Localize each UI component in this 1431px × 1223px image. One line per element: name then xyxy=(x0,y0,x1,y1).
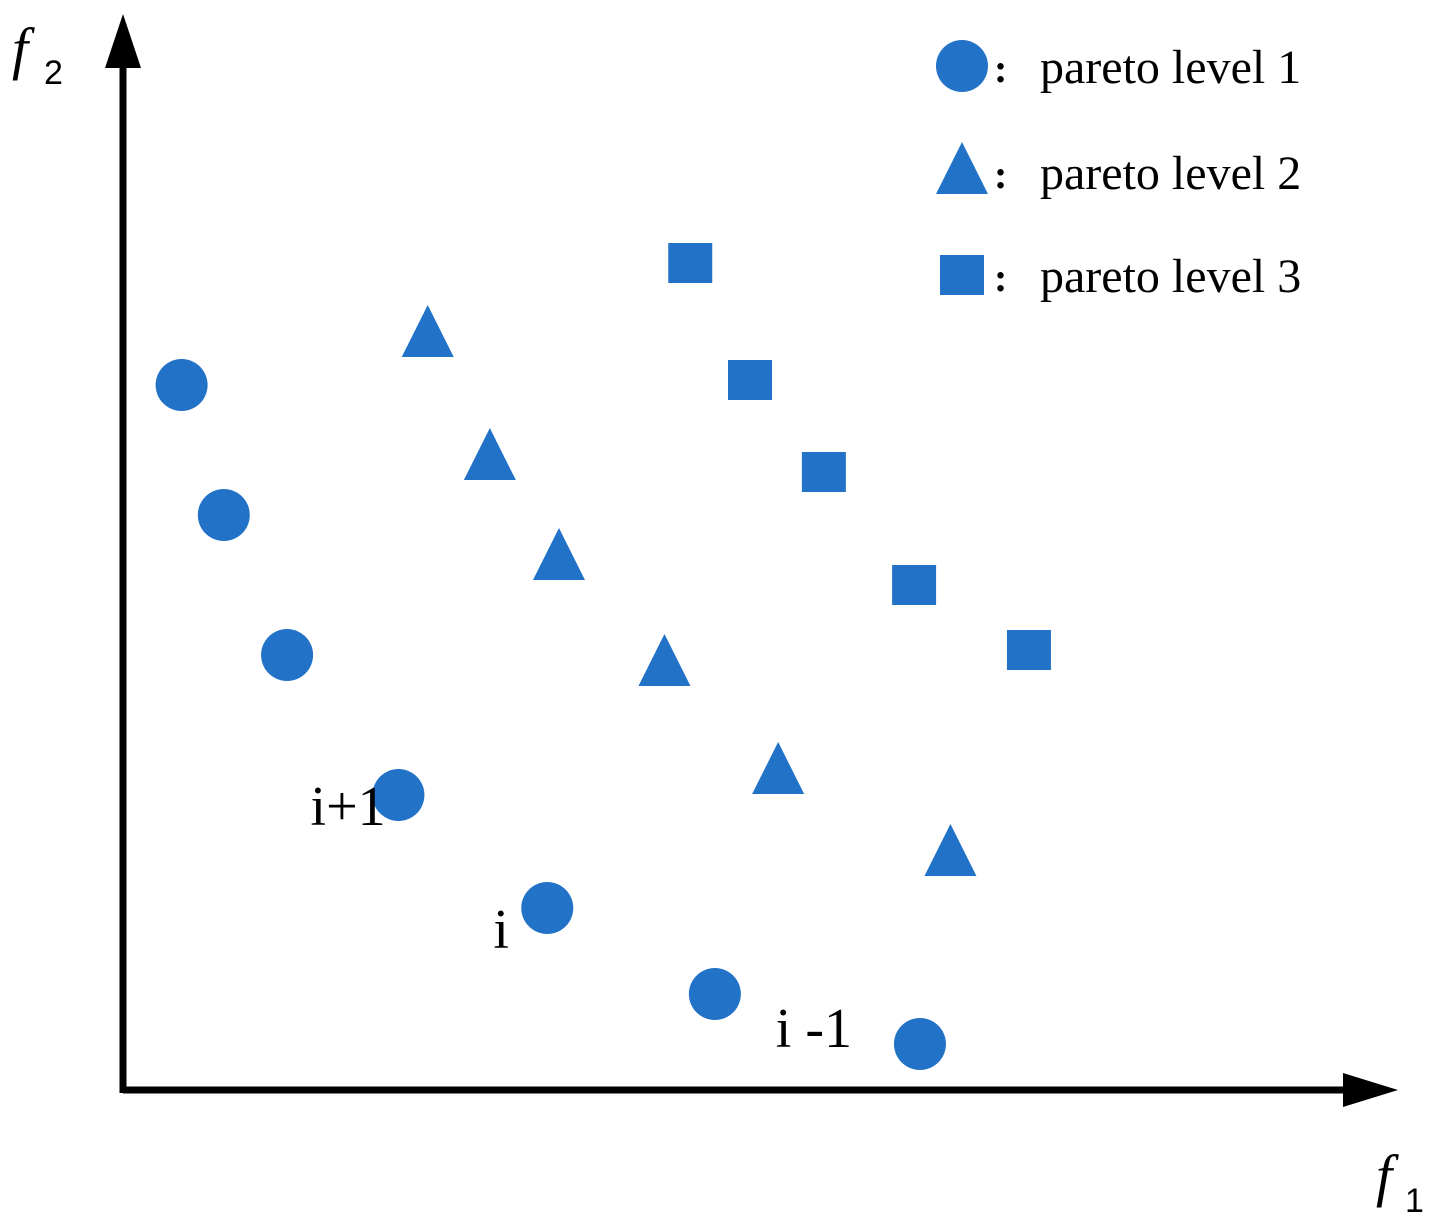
circle-point xyxy=(521,882,574,934)
point-annotation: i xyxy=(493,899,509,961)
legend-item: : pareto level 1 xyxy=(936,40,1301,94)
legend-label: pareto level 2 xyxy=(1040,147,1301,200)
triangle-point xyxy=(463,428,516,480)
triangle-point xyxy=(401,305,454,357)
triangle-point xyxy=(532,528,585,580)
circle-point xyxy=(261,629,314,681)
triangle-point xyxy=(638,634,691,686)
legend-item: : pareto level 2 xyxy=(936,142,1301,200)
x-axis-label: f xyxy=(1376,1143,1399,1208)
series-square xyxy=(668,243,1051,670)
point-annotation: i -1 xyxy=(776,998,852,1060)
legend-separator: : xyxy=(994,152,1007,197)
circle-point xyxy=(893,1018,946,1070)
legend-square-icon xyxy=(940,255,984,295)
triangle-point xyxy=(924,824,977,876)
legend-item: : pareto level 3 xyxy=(940,250,1301,303)
square-point xyxy=(728,360,773,400)
triangle-point xyxy=(752,742,805,794)
annotations: i+1 i i -1 xyxy=(311,776,853,1060)
legend: : pareto level 1: pareto level 2: pareto le… xyxy=(936,40,1301,303)
x-axis-label-subscript: 1 xyxy=(1405,1182,1424,1220)
y-axis-label-subscript: 2 xyxy=(44,54,63,92)
square-point xyxy=(1006,630,1051,670)
x-axis-arrow xyxy=(1343,1073,1398,1107)
point-annotation: i+1 xyxy=(311,776,386,838)
square-point xyxy=(668,243,713,283)
legend-label: pareto level 1 xyxy=(1040,41,1301,94)
legend-separator: : xyxy=(994,46,1007,91)
series-circle xyxy=(155,359,946,1070)
circle-point xyxy=(155,359,208,411)
square-point xyxy=(892,565,937,605)
legend-separator: : xyxy=(994,255,1007,300)
series-triangle xyxy=(401,305,977,876)
circle-point xyxy=(688,968,741,1020)
circle-point xyxy=(197,489,250,541)
data-marks xyxy=(155,243,1051,1070)
legend-circle-icon xyxy=(936,40,988,92)
y-axis-arrow xyxy=(105,14,141,68)
y-axis-label: f xyxy=(12,16,35,81)
legend-triangle-icon xyxy=(936,142,988,194)
square-point xyxy=(801,452,846,492)
legend-label: pareto level 3 xyxy=(1040,250,1301,303)
circle-point xyxy=(372,769,425,821)
